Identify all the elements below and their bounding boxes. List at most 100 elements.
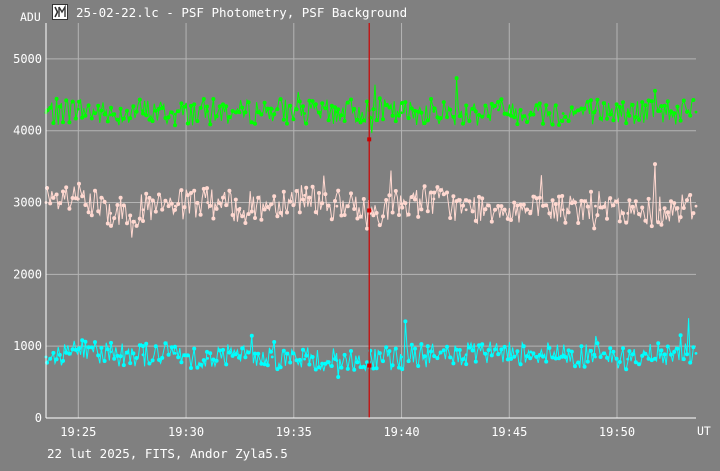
data-point <box>166 115 171 120</box>
cursor-marker <box>367 363 372 368</box>
y-tick-label: 5000 <box>13 52 42 66</box>
data-point <box>669 109 673 114</box>
data-point <box>278 210 283 215</box>
data-anchor-point <box>594 109 597 113</box>
data-point <box>105 119 110 124</box>
data-point <box>505 112 510 117</box>
data-point <box>425 344 430 349</box>
data-point <box>109 223 113 228</box>
data-point <box>317 365 321 370</box>
data-point <box>509 218 513 222</box>
data-point <box>406 212 411 217</box>
data-point <box>240 346 245 351</box>
data-point <box>89 213 94 218</box>
data-point <box>621 100 625 105</box>
data-point <box>486 348 491 352</box>
data-point <box>333 199 337 203</box>
data-point <box>288 360 293 365</box>
data-point <box>307 195 312 200</box>
data-point <box>291 203 296 208</box>
data-point <box>601 204 606 209</box>
data-point <box>672 111 677 116</box>
data-point <box>595 341 600 346</box>
data-anchor-point <box>626 211 630 215</box>
data-point <box>531 194 536 199</box>
data-point <box>528 356 533 361</box>
data-point <box>342 213 347 217</box>
y-axis-label: ADU <box>20 10 41 24</box>
data-point <box>691 98 696 102</box>
data-point <box>461 203 465 208</box>
data-point <box>515 203 520 208</box>
data-anchor-point <box>173 351 177 355</box>
data-point <box>281 117 286 122</box>
cursor-marker <box>367 137 372 142</box>
data-point <box>649 224 654 229</box>
data-point <box>601 101 606 106</box>
data-point <box>493 104 497 108</box>
data-anchor-point <box>626 357 630 361</box>
data-point <box>96 209 101 214</box>
data-point <box>61 120 65 125</box>
data-point <box>275 214 280 219</box>
data-point <box>256 110 261 115</box>
data-point <box>67 206 72 211</box>
data-point <box>291 117 296 122</box>
data-point <box>205 104 209 109</box>
data-point <box>307 362 312 367</box>
data-point <box>80 338 85 343</box>
data-point <box>80 194 85 199</box>
data-point <box>227 350 232 355</box>
data-point <box>80 115 85 120</box>
data-point <box>371 213 376 218</box>
data-point <box>131 219 136 224</box>
data-point <box>557 122 561 127</box>
data-point <box>166 352 171 357</box>
data-point <box>550 355 555 360</box>
data-point <box>185 353 190 358</box>
data-point <box>566 119 571 123</box>
data-point <box>323 361 328 366</box>
data-point <box>227 115 232 119</box>
data-point <box>563 220 568 225</box>
data-point <box>297 210 302 215</box>
data-point <box>685 109 689 114</box>
data-point <box>425 118 430 123</box>
data-point <box>201 97 206 101</box>
data-point <box>518 202 523 207</box>
data-point <box>128 116 133 121</box>
data-point <box>329 364 334 368</box>
data-point <box>569 105 574 110</box>
data-point <box>205 349 209 354</box>
data-point <box>169 345 174 350</box>
data-point <box>339 213 344 218</box>
data-point <box>553 103 558 108</box>
data-point <box>89 345 94 350</box>
data-point <box>313 367 318 372</box>
x-tick-label: 19:40 <box>383 425 419 439</box>
data-point <box>569 201 574 206</box>
data-point <box>691 211 696 216</box>
data-point <box>675 104 680 109</box>
data-point <box>640 353 645 358</box>
data-point <box>413 346 417 351</box>
data-point <box>614 199 619 204</box>
data-point <box>182 353 187 358</box>
data-point <box>326 203 331 208</box>
data-point <box>77 181 81 186</box>
data-point <box>531 112 536 117</box>
data-point <box>387 349 392 354</box>
data-point <box>304 353 309 358</box>
data-point <box>198 212 203 217</box>
data-anchor-point <box>76 107 80 111</box>
data-point <box>528 112 533 117</box>
y-tick-label: 1000 <box>13 339 42 353</box>
data-point <box>51 121 56 125</box>
data-point <box>624 220 629 225</box>
data-anchor-point <box>658 353 662 357</box>
data-point <box>550 122 555 127</box>
data-point <box>640 205 645 210</box>
data-point <box>208 203 213 208</box>
data-point <box>326 360 331 365</box>
data-point <box>345 100 350 105</box>
